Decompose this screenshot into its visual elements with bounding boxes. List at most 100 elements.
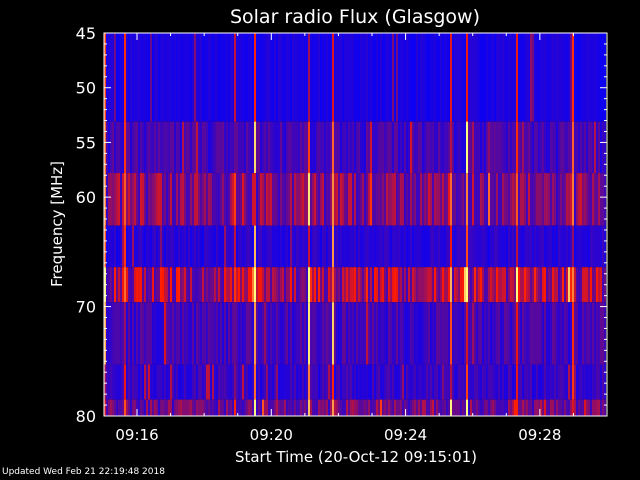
heatmap-cell [372,267,374,303]
heatmap-cell [496,364,498,400]
heatmap-cell [484,173,486,226]
heatmap-cell [406,33,408,122]
heatmap-cell [508,302,510,365]
heatmap-cell [122,364,124,400]
heatmap-cell [330,121,332,174]
heatmap-cell [288,267,290,303]
heatmap-cell [424,225,426,268]
heatmap-cell [266,173,268,226]
heatmap-cell [266,33,268,122]
heatmap-cell [368,399,370,416]
heatmap-cell [130,364,132,400]
heatmap-cell [568,225,570,268]
heatmap-cell [380,399,382,416]
heatmap-cell [188,225,190,268]
heatmap-cell [262,267,264,303]
heatmap-cell [260,399,262,416]
heatmap-cell [238,364,240,400]
heatmap-cell [242,225,244,268]
heatmap-cell [464,399,466,416]
heatmap-cell [420,267,422,303]
heatmap-cell [282,33,284,122]
heatmap-cell [382,399,384,416]
heatmap-cell [124,364,126,400]
heatmap-cell [438,33,440,122]
heatmap-cell [544,267,546,303]
heatmap-cell [290,225,292,268]
heatmap-cell [298,267,300,303]
heatmap-cell [546,267,548,303]
heatmap-cell [400,225,402,268]
heatmap-cell [258,173,260,226]
heatmap-cell [404,121,406,174]
heatmap-cell [290,33,292,122]
heatmap-cell [122,225,124,268]
heatmap-cell [570,225,572,268]
heatmap-cell [174,399,176,416]
heatmap-cell [340,33,342,122]
heatmap-cell [472,364,474,400]
heatmap-cell [490,33,492,122]
heatmap-cell [294,302,296,365]
heatmap-cell [256,302,258,365]
heatmap-cell [130,225,132,268]
heatmap-cell [556,302,558,365]
heatmap-cell [174,364,176,400]
heatmap-cell [132,225,134,268]
heatmap-cell [258,399,260,416]
heatmap-cell [168,399,170,416]
heatmap-cell [406,399,408,416]
heatmap-cell [372,399,374,416]
heatmap-cell [352,267,354,303]
heatmap-cell [402,225,404,268]
heatmap-cell [174,225,176,268]
heatmap-cell [504,225,506,268]
heatmap-cell [154,121,156,174]
heatmap-cell [232,121,234,174]
heatmap-cell [554,399,556,416]
heatmap-cell [366,302,368,365]
heatmap-cell [254,399,256,416]
heatmap-cell [570,121,572,174]
heatmap-cell [370,121,372,174]
heatmap-cell [566,173,568,226]
heatmap-cell [554,267,556,303]
heatmap-cell [172,399,174,416]
heatmap-cell [462,225,464,268]
heatmap-cell [186,173,188,226]
heatmap-cell [122,302,124,365]
heatmap-cell [334,225,336,268]
heatmap-cell [216,364,218,400]
heatmap-cell [512,399,514,416]
heatmap-cell [490,121,492,174]
heatmap-cell [450,302,452,365]
heatmap-cell [570,302,572,365]
heatmap-cell [516,173,518,226]
heatmap-cell [182,225,184,268]
heatmap-cell [568,267,570,303]
heatmap-cell [396,399,398,416]
heatmap-cell [162,33,164,122]
heatmap-cell [184,364,186,400]
heatmap-cell [566,267,568,303]
heatmap-cell [410,267,412,303]
heatmap-cell [352,121,354,174]
heatmap-cell [512,33,514,122]
heatmap-cell [138,302,140,365]
heatmap-cell [534,121,536,174]
heatmap-cell [366,225,368,268]
heatmap-cell [200,173,202,226]
heatmap-cell [122,33,124,122]
heatmap-cell [224,364,226,400]
heatmap-cell [266,302,268,365]
heatmap-cell [348,33,352,122]
heatmap-cell [410,173,412,226]
heatmap-cell [120,121,122,174]
heatmap-cell [472,33,474,122]
heatmap-cell [254,173,256,226]
heatmap-cell [362,225,364,268]
heatmap-cell [526,364,528,400]
heatmap-cell [468,267,470,303]
heatmap-cell [348,364,350,400]
heatmap-cell [146,121,148,174]
